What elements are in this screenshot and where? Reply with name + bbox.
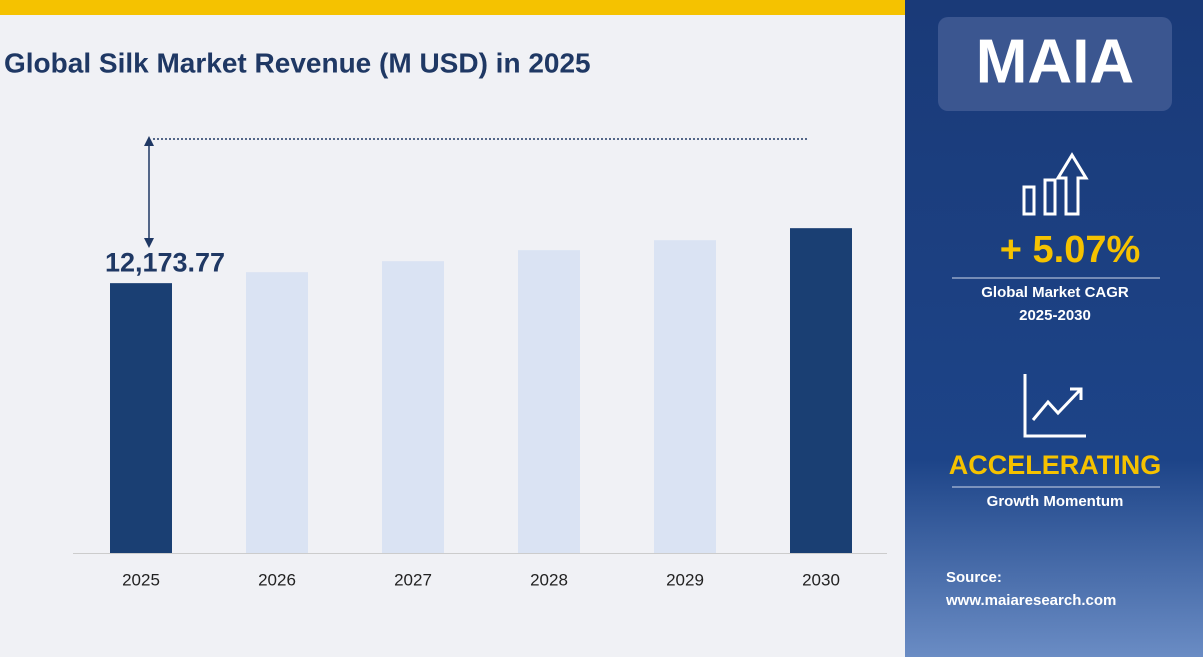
momentum-label: Growth Momentum bbox=[987, 493, 1124, 510]
logo: MAIA bbox=[976, 27, 1134, 96]
bar bbox=[654, 240, 716, 553]
x-tick-label: 2030 bbox=[802, 570, 840, 589]
bar bbox=[790, 228, 852, 553]
top-stripe bbox=[0, 0, 905, 15]
source-label: Source: bbox=[946, 569, 1002, 586]
x-tick-label: 2025 bbox=[122, 570, 160, 589]
x-tick-label: 2026 bbox=[258, 570, 296, 589]
bar bbox=[382, 261, 444, 553]
data-label: 12,173.77 bbox=[105, 247, 225, 277]
x-tick-label: 2029 bbox=[666, 570, 704, 589]
bar bbox=[518, 250, 580, 553]
logo-box bbox=[938, 17, 1172, 111]
momentum: ACCELERATING bbox=[949, 450, 1162, 480]
bar bbox=[110, 283, 172, 553]
x-tick-label: 2028 bbox=[530, 570, 568, 589]
cagr-value: + 5.07% bbox=[1000, 229, 1141, 271]
x-tick-label: 2027 bbox=[394, 570, 432, 589]
source-url: www.maiaresearch.com bbox=[945, 592, 1116, 609]
growth-icon bbox=[1022, 152, 1089, 216]
cagr-period: 2025-2030 bbox=[1019, 307, 1091, 324]
trend-icon bbox=[1023, 374, 1086, 438]
bar bbox=[246, 272, 308, 553]
cagr-label: Global Market CAGR bbox=[981, 284, 1129, 301]
chart-title: Global Silk Market Revenue (M USD) in 20… bbox=[4, 47, 591, 78]
